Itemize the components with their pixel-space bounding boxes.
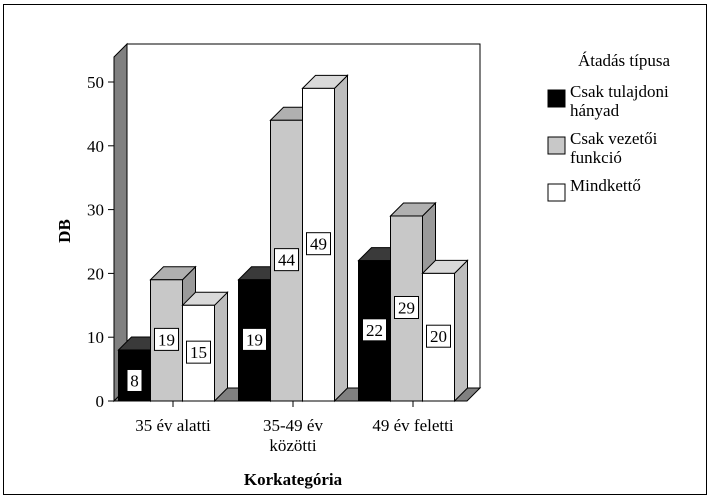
data-label: 19 <box>158 330 175 349</box>
legend-label: funkció <box>570 148 622 167</box>
y-axis-label: DB <box>55 219 74 243</box>
legend-label: Csak vezetői <box>570 129 658 148</box>
y-tick-label: 0 <box>96 392 105 411</box>
x-tick-label: 35-49 év <box>263 416 323 435</box>
plot-area: 0 10 20 30 40 50 8 19 15 35 év alatti 19 44 49 35-49 … <box>87 42 482 455</box>
bar-side <box>454 259 468 403</box>
data-label-box <box>126 368 143 392</box>
data-label: 20 <box>430 327 447 346</box>
bar-side <box>334 74 348 403</box>
data-label-box <box>186 340 211 364</box>
data-label: 8 <box>130 371 139 390</box>
data-label: 44 <box>278 251 296 270</box>
y-tick-label: 10 <box>87 328 104 347</box>
legend-swatch <box>547 89 566 108</box>
y-tick-label: 20 <box>87 264 104 283</box>
data-label: 29 <box>398 298 415 317</box>
legend-swatch <box>547 183 566 202</box>
bar-side <box>214 291 228 403</box>
data-label-box <box>426 324 451 348</box>
x-tick-label: 49 év feletti <box>372 416 453 435</box>
data-label-box <box>242 327 267 351</box>
y-tick-label: 40 <box>87 137 104 156</box>
legend-label: hányad <box>570 101 620 120</box>
y-tick-label: 30 <box>87 201 104 220</box>
data-label: 49 <box>310 235 327 254</box>
legend-label: Mindkettő <box>570 176 641 195</box>
x-axis-label: Korkategória <box>244 470 343 489</box>
y-tick-label: 50 <box>87 73 104 92</box>
data-label-box <box>154 327 179 351</box>
data-label-box <box>274 248 299 272</box>
data-label: 15 <box>190 343 207 362</box>
data-label-box <box>362 318 387 342</box>
legend-swatch <box>547 136 566 155</box>
legend-title: Átadás típusa <box>578 51 671 70</box>
legend-label: Csak tulajdoni <box>570 82 669 101</box>
data-label-box <box>306 232 331 256</box>
data-label: 22 <box>366 321 383 340</box>
data-label: 19 <box>246 330 263 349</box>
data-label-box <box>394 295 419 319</box>
x-tick-label: 35 év alatti <box>135 416 211 435</box>
x-tick-label: közötti <box>269 436 316 455</box>
